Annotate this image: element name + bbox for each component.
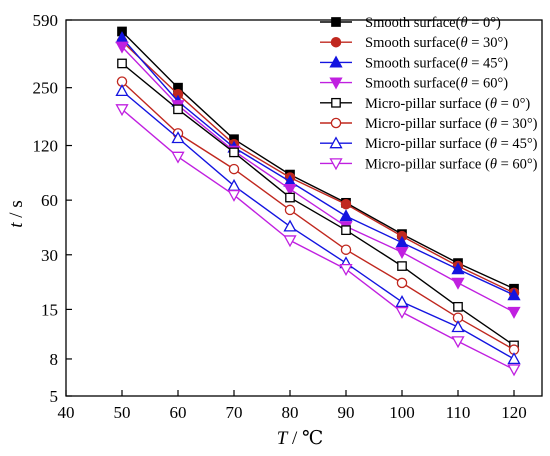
x-axis-label: T / ℃	[277, 428, 324, 449]
series-6	[116, 76, 520, 355]
x-tick-label: 40	[58, 403, 75, 422]
data-point	[396, 277, 408, 289]
data-point	[395, 306, 409, 319]
series-line	[121, 81, 515, 351]
legend-item: Smooth surface(θ = 0°)	[320, 15, 501, 31]
data-point	[173, 104, 183, 115]
legend-marker	[329, 55, 343, 68]
x-tick-label: 80	[282, 403, 299, 422]
data-point	[283, 183, 297, 196]
series-8	[115, 104, 521, 377]
data-point	[453, 301, 463, 312]
x-tick-label: 60	[170, 403, 187, 422]
legend-item: Micro-pillar surface (θ = 0°)	[320, 96, 530, 112]
series-line	[121, 37, 515, 296]
data-point	[395, 247, 409, 260]
legend-item: Micro-pillar surface (θ = 60°)	[320, 156, 538, 172]
y-tick-label: 590	[33, 11, 59, 30]
legend-item: Smooth surface(θ = 45°)	[320, 55, 508, 71]
series-line	[121, 90, 515, 360]
data-point	[451, 277, 465, 290]
data-point	[507, 364, 521, 377]
data-point	[115, 104, 129, 117]
data-point	[340, 244, 352, 255]
data-point	[507, 352, 521, 365]
series-line	[121, 108, 515, 371]
x-tick-label: 90	[338, 403, 355, 422]
series-line	[121, 62, 515, 346]
series-line	[121, 46, 515, 313]
data-point	[341, 225, 351, 236]
legend-item: Smooth surface(θ = 30°)	[320, 35, 508, 51]
axis-ticks: 40 50 60 70 80 90 100 110 120 5 8 15 30 60 120 250 590	[33, 11, 527, 422]
data-point	[229, 147, 239, 158]
data-point	[227, 189, 241, 202]
data-point	[451, 262, 465, 275]
legend-item: Micro-pillar surface (θ = 45°)	[320, 136, 538, 152]
legend-label: Smooth surface(θ = 60°)	[365, 76, 508, 92]
legend-marker	[329, 136, 343, 149]
legend-item: Smooth surface(θ = 60°)	[320, 76, 508, 92]
legend-label: Micro-pillar surface (θ = 0°)	[365, 96, 530, 112]
plot-area	[65, 19, 543, 397]
legend-label: Micro-pillar surface (θ = 60°)	[365, 156, 538, 172]
y-axis-label: t / s	[6, 200, 27, 227]
x-tick-label: 70	[226, 403, 243, 422]
legend-marker	[329, 77, 343, 90]
data-point	[228, 163, 240, 175]
legend-marker	[331, 17, 341, 27]
data-point	[171, 151, 185, 164]
series-layer	[115, 26, 521, 377]
y-tick-label: 5	[50, 387, 59, 406]
y-tick-label: 120	[33, 137, 59, 156]
legend-label: Smooth surface(θ = 0°)	[365, 15, 501, 31]
y-tick-label: 15	[41, 300, 58, 319]
data-point	[115, 84, 129, 97]
x-tick-label: 120	[501, 403, 527, 422]
data-point	[340, 198, 352, 210]
x-tick-label: 50	[114, 403, 131, 422]
data-point	[284, 204, 296, 216]
data-point	[171, 131, 185, 144]
legend-marker	[331, 97, 341, 108]
data-point	[339, 264, 353, 277]
legend-label: Micro-pillar surface (θ = 30°)	[365, 116, 538, 132]
x-tick-label: 100	[389, 403, 415, 422]
y-tick-label: 60	[41, 191, 58, 210]
data-point	[451, 320, 465, 333]
legend: Smooth surface(θ = 0°) Smooth surface(θ =…	[320, 15, 538, 172]
legend-marker	[330, 36, 342, 48]
data-point	[339, 209, 353, 222]
y-tick-label: 30	[41, 246, 58, 265]
data-point	[395, 295, 409, 308]
data-point	[507, 288, 521, 301]
series-line	[121, 40, 515, 294]
data-point	[285, 192, 295, 203]
legend-marker	[330, 117, 342, 129]
data-point	[507, 306, 521, 319]
legend-marker	[329, 158, 343, 171]
data-point	[283, 219, 297, 232]
data-point	[451, 336, 465, 349]
legend-item: Micro-pillar surface (θ = 30°)	[320, 116, 538, 132]
x-tick-label: 110	[446, 403, 471, 422]
legend-label: Micro-pillar surface (θ = 45°)	[365, 136, 538, 152]
data-point	[115, 41, 129, 54]
y-tick-label: 250	[33, 79, 59, 98]
legend-label: Smooth surface(θ = 45°)	[365, 55, 508, 71]
data-point	[397, 261, 407, 271]
data-point	[283, 235, 297, 248]
data-point	[117, 58, 127, 69]
series-line	[121, 31, 515, 290]
y-tick-label: 8	[50, 350, 59, 369]
legend-label: Smooth surface(θ = 30°)	[365, 35, 508, 51]
